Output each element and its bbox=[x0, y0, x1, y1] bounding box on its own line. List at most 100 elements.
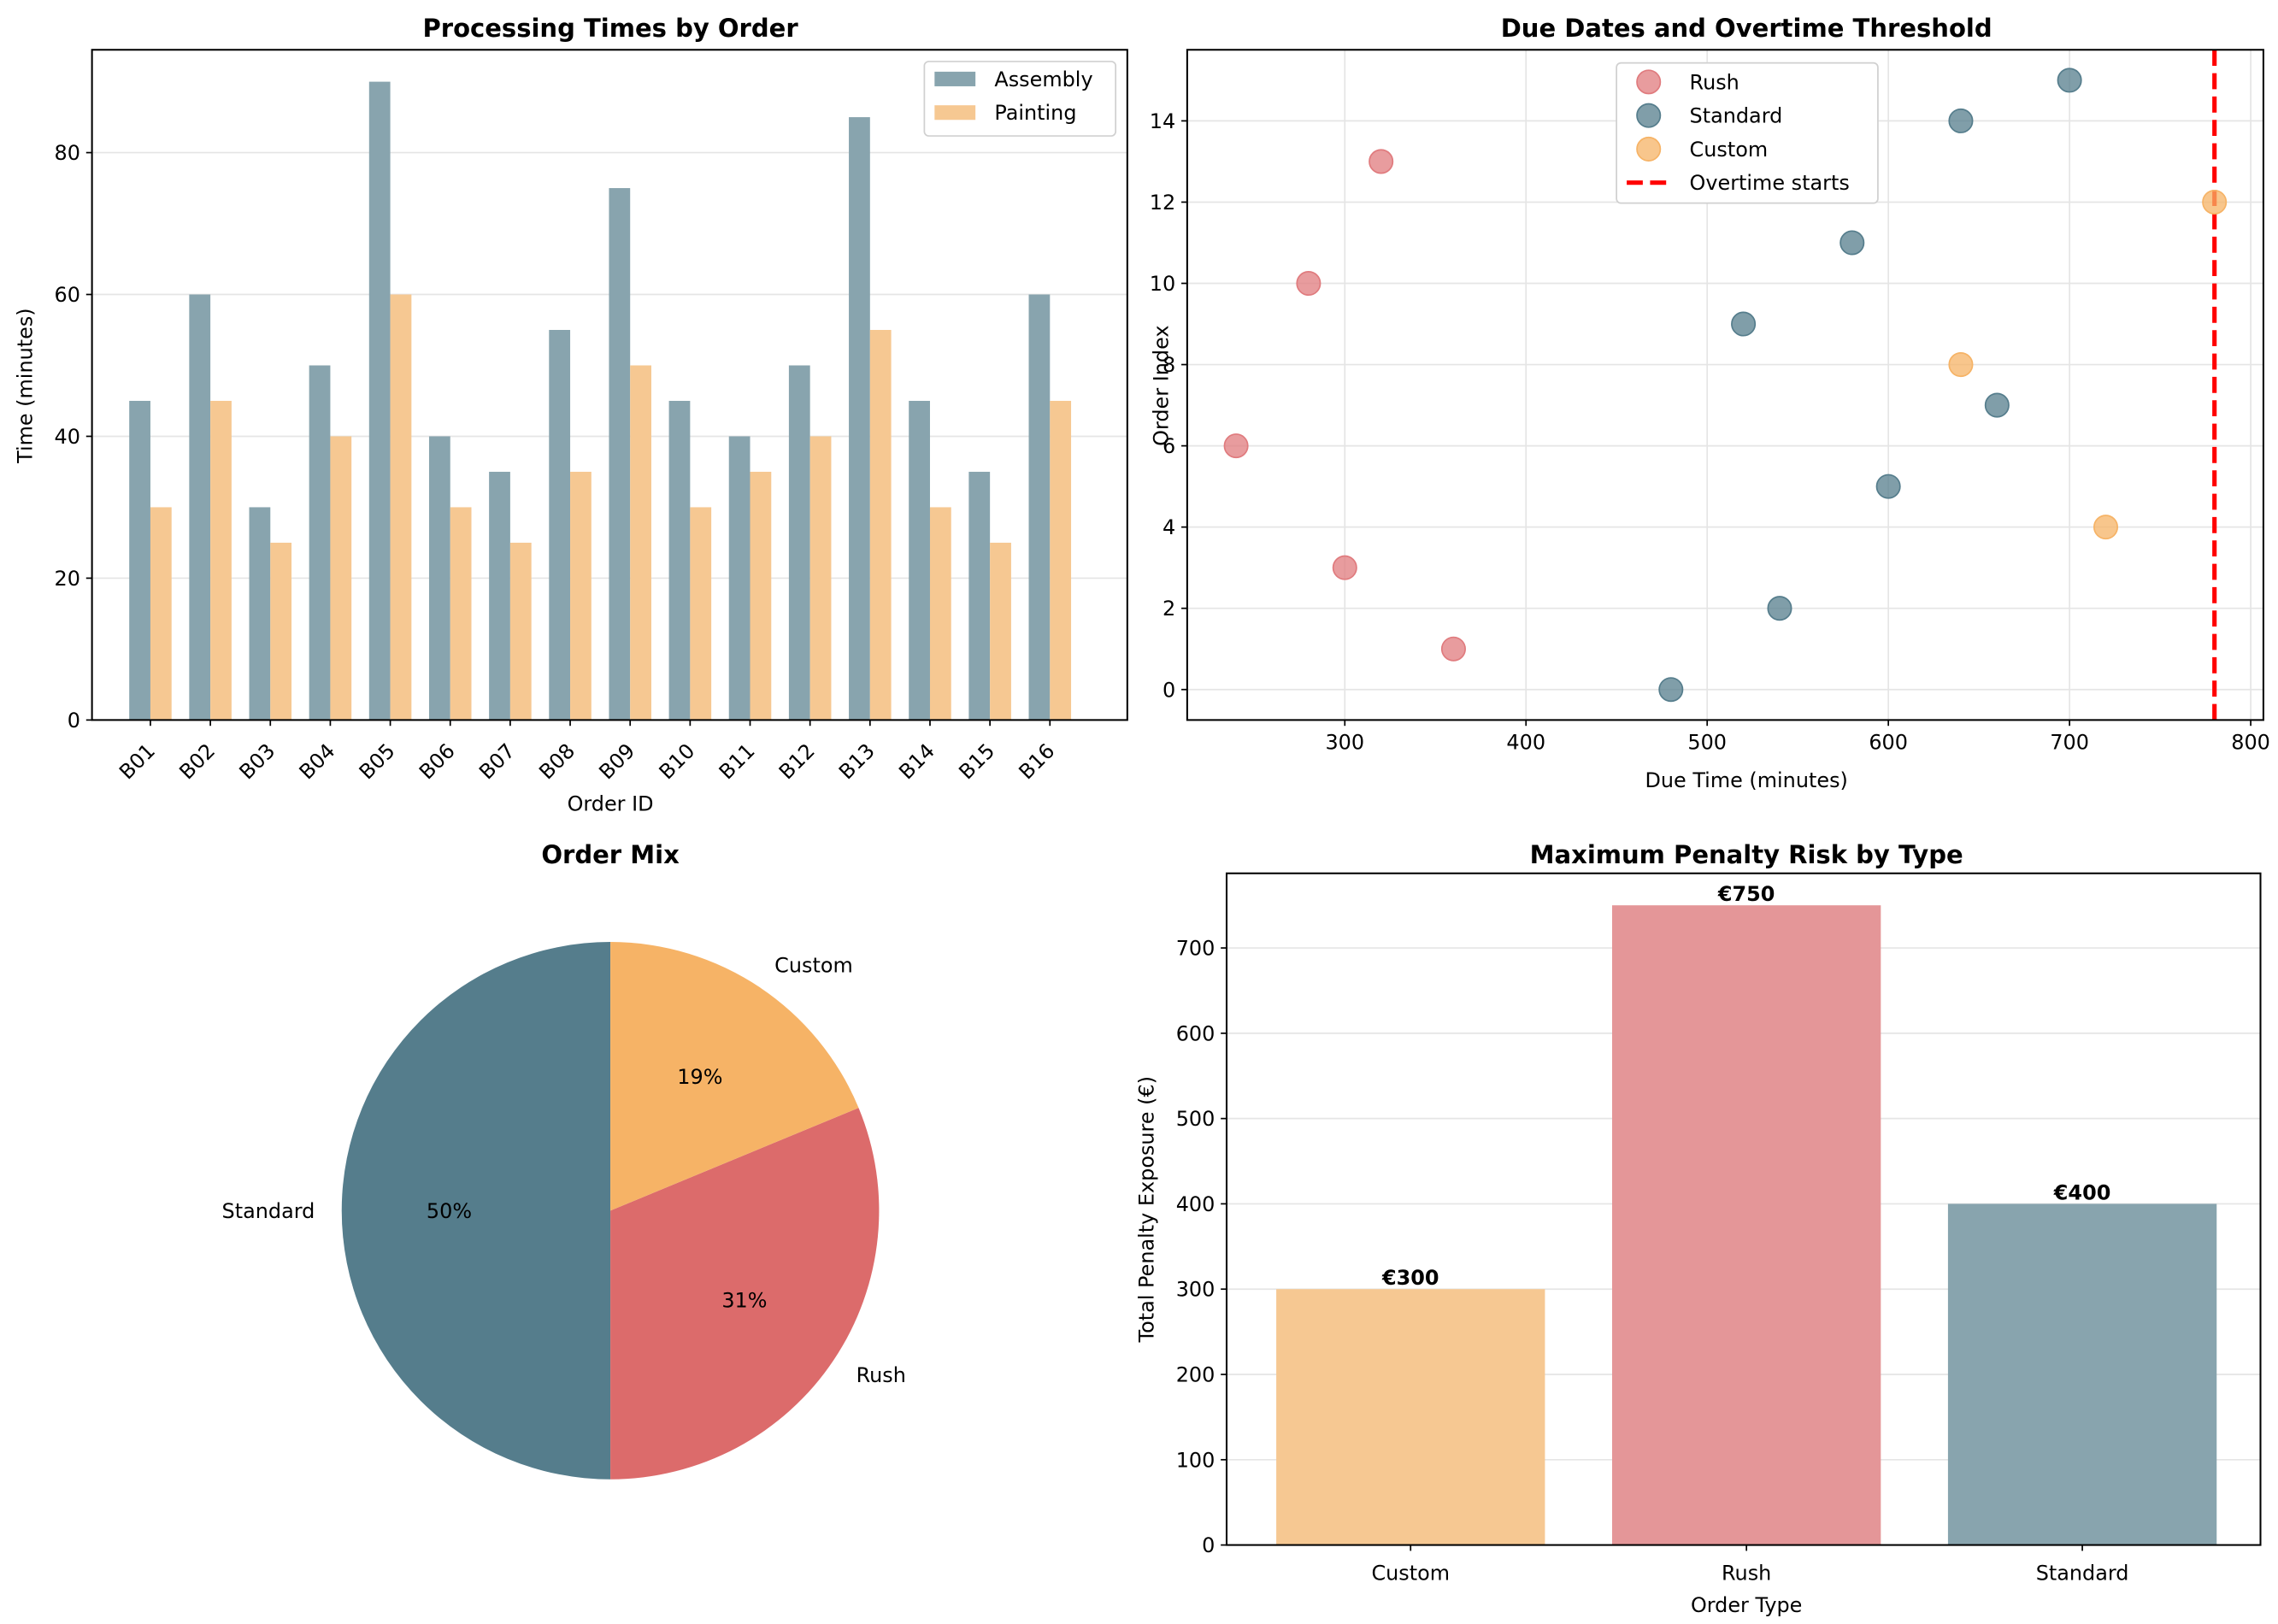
bar-painting-b03 bbox=[270, 542, 292, 721]
legend-label-overtime: Overtime starts bbox=[1690, 171, 1850, 195]
x-tick-label: B10 bbox=[655, 738, 700, 784]
y-tick-label: 500 bbox=[1176, 1107, 1216, 1131]
point-standard bbox=[1767, 596, 1792, 621]
chart-title: Maximum Penalty Risk by Type bbox=[1530, 840, 1963, 869]
legend-label-assembly: Assembly bbox=[994, 68, 1092, 91]
x-tick-label: B02 bbox=[174, 738, 220, 784]
point-custom bbox=[1948, 352, 1974, 378]
y-tick-label: 4 bbox=[1163, 515, 1175, 539]
plot-frame bbox=[1225, 872, 2262, 1546]
bar-painting-b05 bbox=[390, 294, 412, 721]
x-axis-label: Due Time (minutes) bbox=[1645, 768, 1847, 792]
bar-assembly-b08 bbox=[549, 330, 571, 721]
x-tick-label: B05 bbox=[355, 738, 400, 784]
x-tick-label: B16 bbox=[1014, 738, 1059, 784]
y-tick-label: 14 bbox=[1150, 109, 1175, 133]
bar-assembly-b02 bbox=[189, 294, 211, 721]
bar-painting-b14 bbox=[929, 507, 951, 721]
legend-label-custom: Custom bbox=[1690, 138, 1769, 162]
point-rush bbox=[1223, 433, 1249, 459]
x-tick-label: 800 bbox=[2231, 731, 2270, 755]
bar-painting-b02 bbox=[210, 400, 232, 721]
point-rush bbox=[1440, 636, 1466, 662]
bar-assembly-b09 bbox=[609, 188, 631, 721]
bar-custom bbox=[1276, 1289, 1545, 1545]
bar-standard bbox=[1947, 1203, 2217, 1545]
bar-assembly-b05 bbox=[368, 81, 391, 721]
x-tick-label: Standard bbox=[2036, 1562, 2129, 1586]
chart-title: Due Dates and Overtime Threshold bbox=[1501, 14, 1993, 43]
bar-assembly-b06 bbox=[428, 436, 450, 721]
bar-assembly-b03 bbox=[249, 507, 271, 721]
point-standard bbox=[1984, 392, 2010, 418]
bar-rush bbox=[1612, 905, 1881, 1545]
pie-label-custom: Custom bbox=[774, 953, 853, 977]
pie-pct-standard: 50% bbox=[427, 1199, 472, 1223]
point-rush bbox=[1369, 149, 1394, 174]
penalty-risk-chart: €300 €750 €400 0 100 200 300 400 500 600 700 Cust… bbox=[1135, 840, 2262, 1617]
x-tick-label: 500 bbox=[1687, 731, 1727, 755]
bar-painting-b01 bbox=[150, 507, 172, 721]
x-tick-label: B14 bbox=[894, 738, 939, 784]
pie-slice-rush bbox=[610, 1108, 880, 1480]
y-tick-label: 400 bbox=[1176, 1192, 1216, 1216]
bar-painting-b09 bbox=[630, 365, 651, 721]
legend-marker-custom bbox=[1636, 136, 1662, 162]
legend-label-standard: Standard bbox=[1690, 104, 1783, 128]
y-axis-label: Total Penalty Exposure (€) bbox=[1135, 1076, 1159, 1343]
bar-painting-b15 bbox=[990, 542, 1011, 721]
pie-slice-standard bbox=[341, 942, 611, 1480]
y-axis-label: Order Index bbox=[1150, 325, 1174, 445]
bar-painting-b07 bbox=[509, 542, 532, 721]
bar-assembly-b07 bbox=[489, 471, 510, 721]
data-label-custom: €300 bbox=[1381, 1266, 1439, 1290]
pie-pct-custom: 19% bbox=[677, 1065, 722, 1089]
point-standard bbox=[1731, 311, 1757, 337]
chart-title: Processing Times by Order bbox=[422, 14, 798, 43]
point-custom bbox=[2093, 515, 2119, 540]
bar-assembly-b04 bbox=[309, 365, 331, 721]
point-rush bbox=[1332, 555, 1357, 580]
y-tick-label: 600 bbox=[1176, 1021, 1216, 1045]
bar-assembly-b11 bbox=[728, 436, 751, 721]
x-tick-label: B08 bbox=[534, 738, 580, 784]
x-tick-label: B07 bbox=[474, 738, 520, 784]
bar-painting-b06 bbox=[450, 507, 472, 721]
y-tick-label: 10 bbox=[1150, 272, 1175, 296]
data-label-rush: €750 bbox=[1717, 882, 1775, 906]
bar-painting-b11 bbox=[750, 471, 772, 721]
pie-pct-rush: 31% bbox=[721, 1289, 767, 1313]
y-tick-label: 20 bbox=[55, 567, 80, 591]
legend: Assembly Painting bbox=[923, 61, 1117, 137]
point-standard bbox=[1839, 230, 1865, 256]
legend-label-painting: Painting bbox=[994, 101, 1076, 125]
x-tick-label: B03 bbox=[234, 738, 280, 784]
pie-slice-custom bbox=[610, 942, 859, 1211]
legend-label-rush: Rush bbox=[1690, 70, 1739, 94]
point-custom bbox=[2202, 189, 2228, 215]
bar-painting-b08 bbox=[570, 471, 592, 721]
x-tick-label: B15 bbox=[954, 738, 999, 784]
bar-painting-b10 bbox=[690, 507, 712, 721]
y-axis-label: Time (minutes) bbox=[14, 308, 38, 464]
pie-label-rush: Rush bbox=[856, 1363, 906, 1387]
y-tick-label: 8 bbox=[1163, 353, 1175, 377]
bar-assembly-b10 bbox=[668, 400, 691, 721]
bar-painting-b13 bbox=[869, 330, 892, 721]
due-dates-chart: 0 2 4 6 8 10 12 14 300 400 500 600 700 800 Due Dates… bbox=[1150, 14, 2270, 792]
x-tick-label: B09 bbox=[594, 738, 639, 784]
x-tick-label: B01 bbox=[115, 738, 160, 784]
y-tick-label: 80 bbox=[55, 141, 80, 165]
x-tick-label: 300 bbox=[1325, 731, 1364, 755]
bar-painting-b12 bbox=[809, 436, 832, 721]
bar-assembly-b14 bbox=[909, 400, 930, 721]
bar-assembly-b16 bbox=[1028, 294, 1051, 721]
bar-assembly-b12 bbox=[788, 365, 810, 721]
pie-label-standard: Standard bbox=[222, 1199, 315, 1223]
y-tick-label: 700 bbox=[1176, 937, 1216, 961]
x-axis-label: Order ID bbox=[568, 791, 654, 815]
y-tick-label: 6 bbox=[1163, 434, 1175, 458]
legend-swatch-painting bbox=[934, 105, 976, 121]
legend: Rush Standard Custom Overtime starts bbox=[1616, 62, 1879, 204]
